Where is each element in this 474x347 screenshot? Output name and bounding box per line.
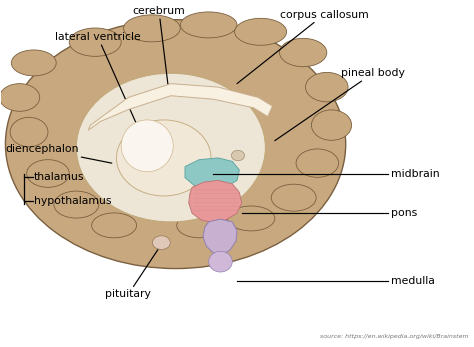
Polygon shape bbox=[185, 158, 239, 189]
Polygon shape bbox=[88, 84, 273, 130]
Ellipse shape bbox=[306, 73, 348, 102]
Ellipse shape bbox=[11, 50, 56, 76]
Ellipse shape bbox=[0, 84, 40, 111]
Text: midbrain: midbrain bbox=[391, 169, 439, 178]
Text: pituitary: pituitary bbox=[105, 244, 161, 299]
Text: source: https://en.wikipedia.org/wiki/Brainstem: source: https://en.wikipedia.org/wiki/Br… bbox=[320, 335, 469, 339]
Ellipse shape bbox=[76, 73, 265, 222]
Ellipse shape bbox=[180, 12, 237, 38]
Ellipse shape bbox=[153, 236, 170, 249]
Ellipse shape bbox=[117, 120, 211, 196]
Text: thalamus: thalamus bbox=[34, 172, 84, 182]
Text: lateral ventricle: lateral ventricle bbox=[55, 32, 141, 127]
Polygon shape bbox=[203, 219, 237, 255]
Ellipse shape bbox=[121, 120, 173, 172]
Text: cerebrum: cerebrum bbox=[133, 6, 185, 89]
Ellipse shape bbox=[209, 251, 232, 272]
Text: medulla: medulla bbox=[391, 276, 435, 286]
Ellipse shape bbox=[54, 191, 99, 218]
Ellipse shape bbox=[5, 20, 346, 269]
Ellipse shape bbox=[10, 117, 48, 147]
Ellipse shape bbox=[91, 213, 137, 238]
Text: pineal body: pineal body bbox=[275, 68, 405, 141]
Ellipse shape bbox=[177, 213, 222, 238]
Text: hypothalamus: hypothalamus bbox=[34, 196, 111, 206]
Ellipse shape bbox=[27, 160, 69, 187]
Ellipse shape bbox=[231, 150, 245, 161]
Ellipse shape bbox=[228, 206, 275, 231]
Ellipse shape bbox=[235, 18, 287, 45]
Ellipse shape bbox=[311, 110, 352, 140]
Text: corpus callosum: corpus callosum bbox=[237, 10, 368, 84]
Polygon shape bbox=[189, 180, 242, 222]
Ellipse shape bbox=[280, 39, 327, 67]
Ellipse shape bbox=[69, 28, 121, 56]
Ellipse shape bbox=[271, 184, 316, 211]
Text: pons: pons bbox=[391, 208, 417, 218]
Ellipse shape bbox=[296, 149, 338, 177]
Ellipse shape bbox=[124, 15, 180, 42]
Text: diencephalon: diencephalon bbox=[5, 144, 112, 163]
